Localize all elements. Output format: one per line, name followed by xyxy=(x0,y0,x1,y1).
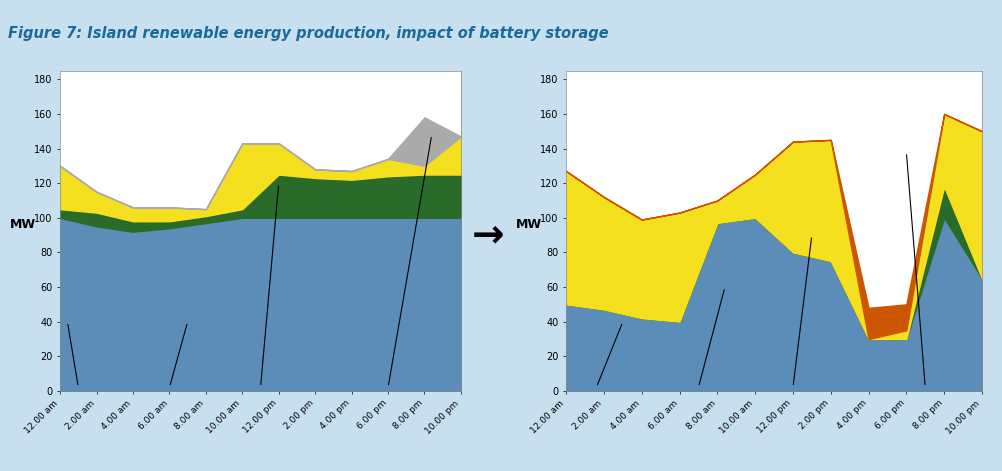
Y-axis label: MW: MW xyxy=(10,218,36,231)
Text: →: → xyxy=(472,217,504,254)
Text: Figure 7: Island renewable energy production, impact of battery storage: Figure 7: Island renewable energy produc… xyxy=(8,26,608,41)
Y-axis label: MW: MW xyxy=(516,218,542,231)
